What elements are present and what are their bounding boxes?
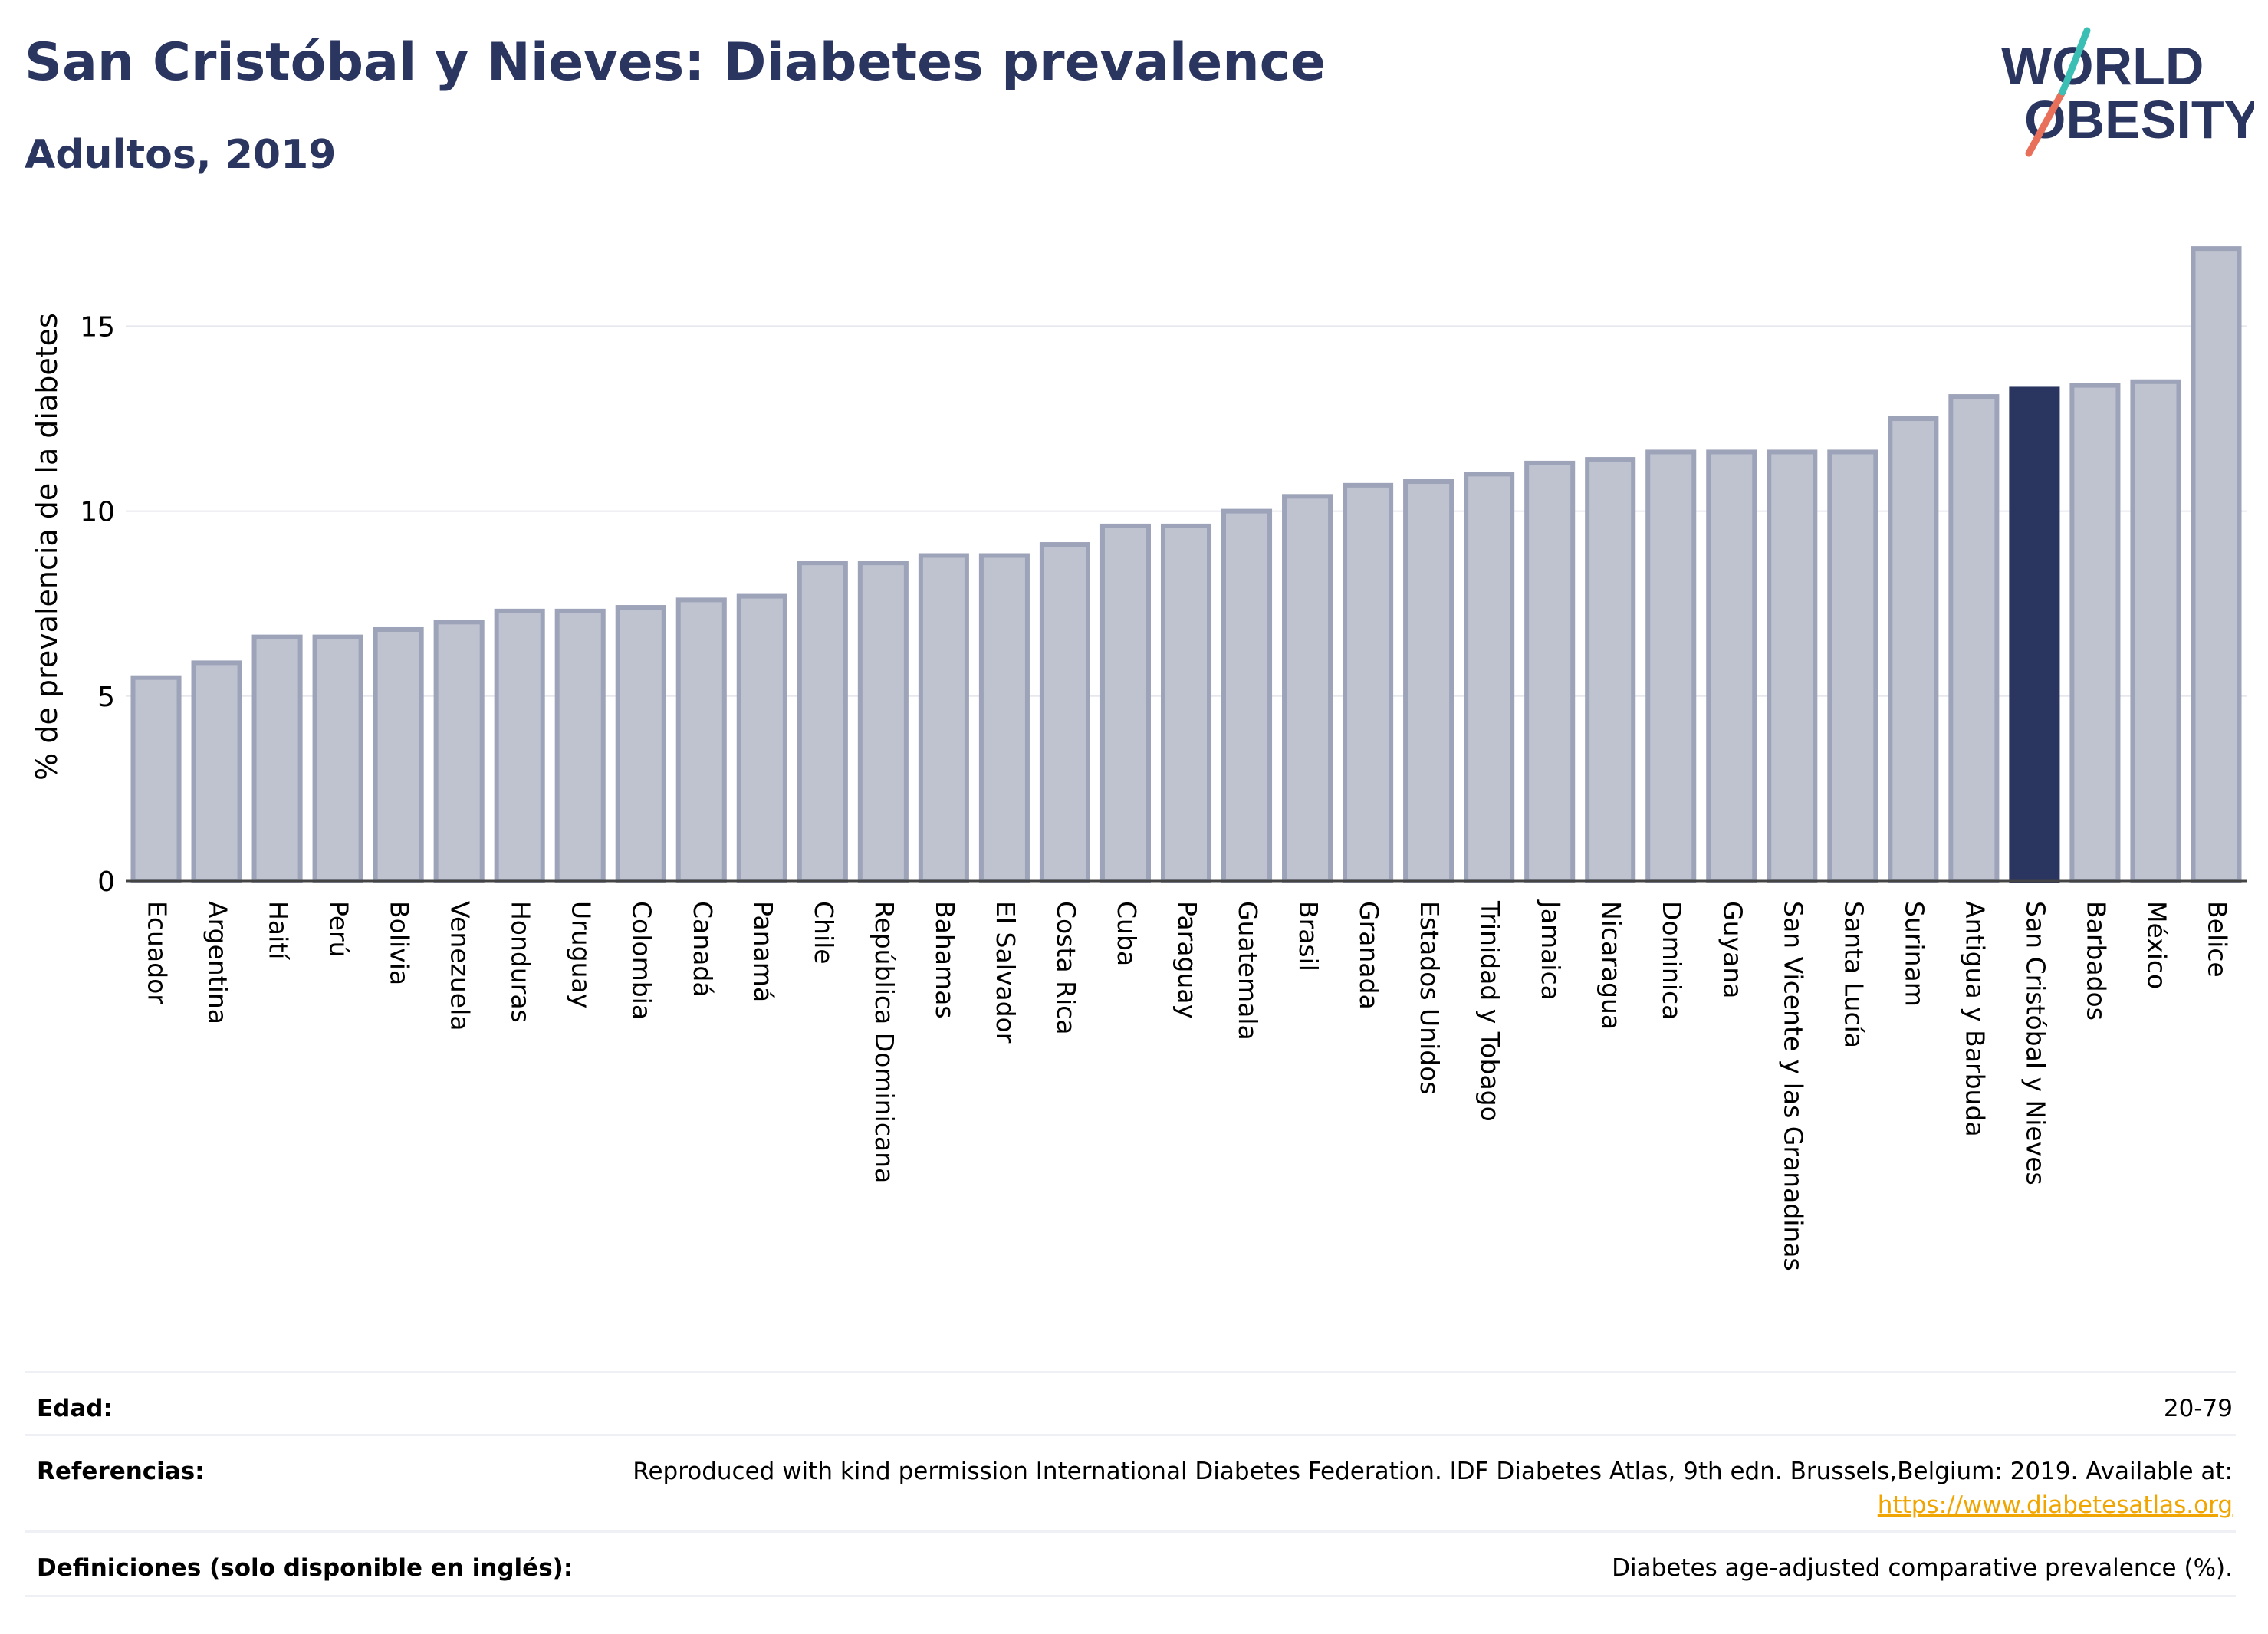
x-tick-label: Bahamas xyxy=(930,901,960,1019)
x-tick-label: Surinam xyxy=(1899,901,1929,1007)
bar-brasil[interactable] xyxy=(1282,494,1333,883)
bar-surinam[interactable] xyxy=(1888,416,1939,883)
y-tick-label: 0 xyxy=(97,866,115,898)
x-tick-label: Jamaica xyxy=(1536,899,1566,1001)
bar-cuba[interactable] xyxy=(1099,523,1152,884)
x-tick-label: Nicaragua xyxy=(1596,901,1626,1030)
x-tick-label: Honduras xyxy=(506,901,536,1023)
bar-belice[interactable] xyxy=(2191,246,2242,883)
x-tick-label: El Salvador xyxy=(991,901,1021,1044)
svg-text:WORLD: WORLD xyxy=(2001,36,2204,96)
x-tick-label: Venezuela xyxy=(445,901,475,1031)
bar-san-cristóbal-y-nieves[interactable] xyxy=(2009,386,2060,883)
meta-value-referencias: Reproduced with kind permission Internat… xyxy=(633,1458,2233,1485)
x-tick-label: Cuba xyxy=(1112,901,1142,966)
meta-value-edad: 20-79 xyxy=(2163,1395,2233,1422)
x-tick-label: Haití xyxy=(264,901,294,961)
meta-row-edad: Edad: 20-79 xyxy=(25,1371,2236,1422)
page-subtitle: Adultos, 2019 xyxy=(25,132,337,178)
meta-value-definiciones: Diabetes age-adjusted comparative preval… xyxy=(1612,1554,2233,1582)
bar-el-salvador[interactable] xyxy=(978,553,1030,883)
bar-ecuador[interactable] xyxy=(130,675,182,883)
x-tick-label: Belice xyxy=(2202,901,2232,978)
bar-jamaica[interactable] xyxy=(1524,460,1576,883)
x-tick-label: Granada xyxy=(1354,901,1384,1010)
bar-estados-unidos[interactable] xyxy=(1403,479,1454,883)
bar-granada[interactable] xyxy=(1343,482,1394,883)
bar-perú[interactable] xyxy=(312,634,363,883)
x-tick-label: Barbados xyxy=(2081,901,2111,1021)
bar-san-vicente-y-las-granadinas[interactable] xyxy=(1767,449,1818,883)
x-tick-label: Colombia xyxy=(627,901,657,1020)
bar-barbados[interactable] xyxy=(2069,383,2121,883)
bar-guyana[interactable] xyxy=(1706,449,1757,883)
bar-paraguay[interactable] xyxy=(1160,523,1212,884)
meta-row-referencias: Referencias: Reproduced with kind permis… xyxy=(25,1434,2236,1519)
meta-row-definiciones: Definiciones (solo disponible en inglés)… xyxy=(25,1530,2236,1582)
x-tick-label: Costa Rica xyxy=(1051,901,1081,1035)
x-tick-label: Panamá xyxy=(748,901,778,1002)
x-tick-label: Brasil xyxy=(1293,901,1323,972)
x-tick-label: Perú xyxy=(324,901,354,958)
x-tick-label: Argentina xyxy=(203,901,233,1024)
y-tick-label: 15 xyxy=(80,311,115,343)
x-tick-label: Canadá xyxy=(688,901,718,998)
x-tick-label: Uruguay xyxy=(567,901,597,1008)
y-tick-label: 5 xyxy=(97,682,115,713)
x-tick-label: Trinidad y Tobago xyxy=(1475,900,1505,1122)
bar-méxico[interactable] xyxy=(2130,379,2181,884)
bar-canadá[interactable] xyxy=(675,597,727,883)
bar-chile[interactable] xyxy=(797,561,848,883)
x-tick-label: San Cristóbal y Nieves xyxy=(2020,901,2050,1185)
bar-santa-lucía[interactable] xyxy=(1827,449,1878,883)
x-tick-label: Santa Lucía xyxy=(1839,901,1869,1048)
bar-haití[interactable] xyxy=(251,634,303,883)
x-tick-label: Ecuador xyxy=(143,901,173,1004)
meta-label-referencias: Referencias: xyxy=(37,1458,205,1485)
bar-trinidad-y-tobago[interactable] xyxy=(1464,472,1515,883)
x-tick-label: Bolivia xyxy=(385,901,415,985)
x-tick-label: Estados Unidos xyxy=(1415,901,1445,1095)
x-tick-label: República Dominicana xyxy=(869,901,899,1183)
world-obesity-logo: WORLD OBESITY xyxy=(2001,27,2254,157)
x-tick-label: Guyana xyxy=(1717,901,1747,998)
bar-guatemala[interactable] xyxy=(1221,508,1273,883)
meta-bottom-rule xyxy=(25,1595,2236,1597)
bar-chart: 0 5 10 15 Ecuador Argentina Haití Perú Bolivia V… xyxy=(30,246,2247,1271)
bar-uruguay[interactable] xyxy=(554,608,606,884)
x-tick-label: Chile xyxy=(809,901,839,965)
bar-bahamas[interactable] xyxy=(918,553,969,883)
bar-argentina[interactable] xyxy=(191,660,242,883)
y-ticks: 0 5 10 15 xyxy=(80,311,115,898)
y-axis-label: % de prevalencia de la diabetes xyxy=(30,313,64,781)
bar-bolivia[interactable] xyxy=(373,626,424,884)
x-tick-labels: Ecuador Argentina Haití Perú Bolivia Venezuel… xyxy=(143,899,2233,1271)
x-tick-label: Guatemala xyxy=(1233,901,1263,1041)
meta-label-edad: Edad: xyxy=(37,1395,113,1422)
bar-venezuela[interactable] xyxy=(433,620,485,883)
bar-honduras[interactable] xyxy=(494,608,545,884)
bar-costa-rica[interactable] xyxy=(1039,542,1090,883)
bar-dominica[interactable] xyxy=(1645,449,1697,883)
x-tick-label: Dominica xyxy=(1657,901,1687,1020)
bar-panamá[interactable] xyxy=(736,593,787,883)
y-tick-label: 10 xyxy=(80,497,115,528)
bars xyxy=(130,246,2242,884)
diabetesatlas-link[interactable]: https://www.diabetesatlas.org xyxy=(1877,1491,2233,1519)
meta-label-definiciones: Definiciones (solo disponible en inglés)… xyxy=(37,1554,574,1582)
x-tick-label: Paraguay xyxy=(1172,901,1202,1019)
page-title: San Cristóbal y Nieves: Diabetes prevale… xyxy=(25,32,1326,93)
bar-nicaragua[interactable] xyxy=(1585,457,1636,883)
svg-text:OBESITY: OBESITY xyxy=(2024,90,2254,150)
bar-colombia[interactable] xyxy=(615,605,666,884)
bar-antigua-y-barbuda[interactable] xyxy=(1948,394,2000,883)
bar-república-dominicana[interactable] xyxy=(857,561,909,883)
x-tick-label: Antigua y Barbuda xyxy=(1960,901,1990,1137)
x-tick-label: San Vicente y las Granadinas xyxy=(1778,901,1808,1271)
x-tick-label: México xyxy=(2141,901,2171,989)
